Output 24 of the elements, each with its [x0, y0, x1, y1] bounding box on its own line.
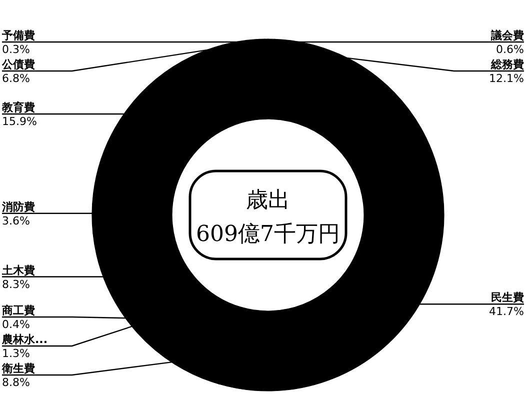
slice-label: 教育費	[1, 101, 35, 114]
data-label: 8.3%	[2, 278, 30, 291]
data-label: 6.8%	[2, 72, 30, 86]
data-label: 0.3%	[2, 43, 30, 56]
data-label: 12.1%	[489, 72, 524, 86]
slice-label: 農林水...	[1, 333, 48, 346]
data-label: 0.4%	[2, 318, 30, 331]
data-label: 3.6%	[2, 214, 30, 228]
slice-label: 土木費	[1, 264, 35, 277]
data-label: 0.6%	[496, 43, 524, 56]
text: 609億7千万円	[196, 222, 340, 247]
slice-label: 商工費	[1, 304, 35, 317]
slice-label: 消防費	[1, 200, 35, 214]
slice-label: 公債費	[1, 58, 35, 72]
slice-label: 予備費	[1, 29, 35, 42]
slice-label: 衛生費	[1, 362, 35, 375]
data-label: 15.9%	[2, 115, 37, 128]
slice-label: 総務費	[490, 58, 524, 72]
data-label: 8.8%	[2, 376, 30, 389]
text: 歳出	[246, 188, 290, 213]
data-label: 1.3%	[2, 347, 30, 360]
slice-label: 民生費	[491, 291, 524, 304]
data-label: 41.7%	[489, 305, 524, 318]
slice-label: 議会費	[490, 29, 524, 42]
